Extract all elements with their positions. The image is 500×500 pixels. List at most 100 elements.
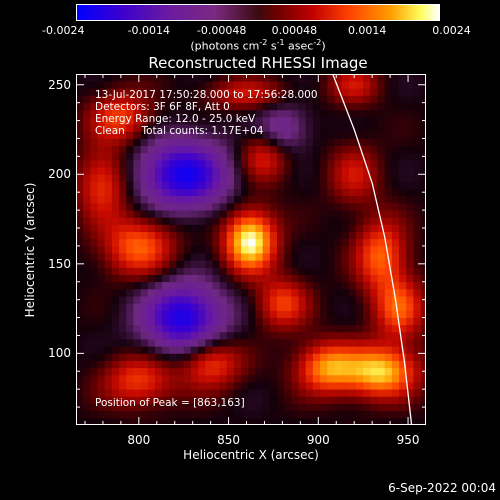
heatmap-cell [334,88,343,96]
heatmap-cell [298,253,307,261]
heatmap-cell [104,367,113,376]
heatmap-cell [327,181,335,190]
heatmap-cell [226,181,235,190]
heatmap-cell [370,274,378,283]
heatmap-cell [190,281,199,290]
heatmap-cell [154,74,163,82]
heatmap-cell [241,145,249,154]
heatmap-cell [420,167,426,175]
heatmap-cell [320,324,328,333]
heatmap-cell [377,145,386,154]
heatmap-cell [277,231,285,240]
heatmap-cell [262,102,271,111]
heatmap-cell [298,124,307,132]
heatmap-cell [205,360,213,369]
heatmap-cell [183,102,192,111]
heatmap-cell [83,217,91,225]
heatmap-cell [370,331,378,340]
heatmap-cell [348,410,357,419]
heatmap-cell [334,382,343,390]
heatmap-cell [356,410,364,419]
heatmap-cell [391,152,400,161]
heatmap-cell [255,109,264,118]
heatmap-cell [241,360,249,369]
heatmap-cell [305,324,314,333]
heatmap-cell [284,131,292,139]
heatmap-cell [413,152,422,161]
heatmap-cell [269,331,278,340]
heatmap-cell [255,389,264,397]
heatmap-cell [277,102,285,111]
heatmap-cell [147,188,156,197]
heatmap-cell [83,331,91,340]
heatmap-cell [413,145,422,154]
heatmap-cell [233,267,242,275]
heatmap-cell [162,346,170,354]
heatmap-cell [205,353,213,361]
heatmap-cell [176,159,185,168]
heatmap-cell [277,281,285,290]
heatmap-cell [104,138,113,147]
heatmap-cell [377,159,386,168]
heatmap-cell [291,303,299,311]
heatmap-cell [406,331,414,340]
heatmap-cell [262,88,271,96]
heatmap-cell [248,202,256,211]
heatmap-cell [277,253,285,261]
heatmap-cell [219,245,228,254]
heatmap-cell [406,81,414,89]
heatmap-cell [291,367,299,376]
heatmap-cell [162,195,170,204]
heatmap-cell [241,202,249,211]
heatmap-cell [327,339,335,347]
heatmap-cell [377,303,386,311]
heatmap-cell [399,145,407,154]
heatmap-cell [277,95,285,104]
heatmap-cell [162,124,170,132]
heatmap-cell [413,245,422,254]
heatmap-cell [140,88,149,96]
heatmap-cell [312,159,321,168]
heatmap-cell [370,217,378,225]
info-time-range: 13-Jul-2017 17:50:28.000 to 17:56:28.000 [95,89,318,101]
heatmap-cell [341,389,350,397]
heatmap-cell [126,389,134,397]
heatmap-cell [119,281,127,290]
heatmap-cell [119,303,127,311]
heatmap-cell [348,116,357,125]
heatmap-cell [327,360,335,369]
colorbar-tick-label: 0.00048 [271,24,318,37]
heatmap-cell [341,288,350,297]
heatmap-cell [327,231,335,240]
heatmap-cell [226,417,235,425]
heatmap-cell [255,296,264,304]
heatmap-cell [406,231,414,240]
heatmap-cell [219,360,228,369]
heatmap-cell [384,152,393,161]
heatmap-cell [190,152,199,161]
heatmap-cell [334,167,343,175]
heatmap-cell [305,195,314,204]
heatmap-cell [413,403,422,412]
heatmap-cell [241,410,249,419]
heatmap-cell [348,245,357,254]
heatmap-cell [420,95,426,104]
heatmap-cell [205,274,213,283]
heatmap-cell [312,224,321,232]
heatmap-cell [277,159,285,168]
heatmap-cell [119,231,127,240]
heatmap-cell [104,346,113,354]
heatmap-cell [176,353,185,361]
heatmap-cell [233,374,242,383]
heatmap-cell [219,167,228,175]
heatmap-cell [133,382,142,390]
heatmap-cell [269,274,278,283]
heatmap-cell [226,296,235,304]
heatmap-cell [169,367,177,376]
heatmap-cell [406,389,414,397]
heatmap-cell [413,159,422,168]
heatmap-cell [241,181,249,190]
heatmap-cell [205,260,213,268]
heatmap-cell [334,202,343,211]
heatmap-cell [111,353,120,361]
